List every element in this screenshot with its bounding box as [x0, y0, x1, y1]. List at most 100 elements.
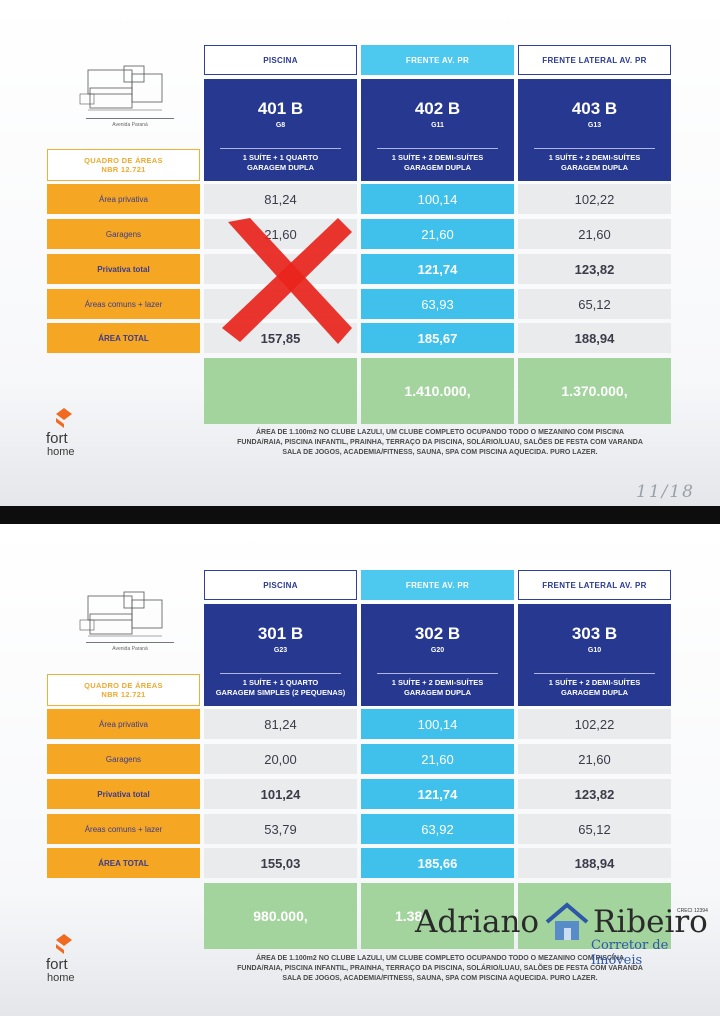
unit-name: 401 B: [257, 99, 304, 118]
column-header-frente: FRENTE AV. PR: [361, 570, 514, 600]
table-cell: 123,82: [518, 779, 671, 809]
table-cell: 121,74: [361, 254, 514, 284]
row-label-garagens: Garagens: [47, 744, 200, 774]
unit-garage: G20: [430, 647, 445, 654]
price-cell: [204, 358, 357, 424]
table-cell: 63,92: [361, 814, 514, 844]
table-cell: 21,60: [518, 744, 671, 774]
price-cell: 1.370.000,: [518, 358, 671, 424]
unit-description: 1 SUÍTE + 2 DEMI-SUÍTES GARAGEM DUPLA: [518, 678, 671, 698]
table-cell: 185,66: [361, 848, 514, 878]
realtor-watermark: Adriano Ribeiro Corretor de Imóveis CREC…: [415, 902, 715, 972]
brand-word-home: home: [47, 972, 75, 984]
table-cell: 81,24: [204, 709, 357, 739]
plan-caption: Avenida Paraná: [112, 122, 148, 128]
unit-card-301b: 301 B G23 1 SUÍTE + 1 QUARTO GARAGEM SIM…: [204, 604, 357, 706]
fort-logo-icon: [56, 934, 72, 954]
table-cell: 20,00: [204, 744, 357, 774]
brand-word-fort: fort: [46, 430, 68, 447]
handwritten-page-number: 11/18: [636, 482, 695, 502]
table-cell: 21,60: [518, 219, 671, 249]
brochure-page-2: Avenida Paraná PISCINA FRENTE AV. PR FRE…: [0, 524, 720, 1016]
table-cell: 63,93: [361, 289, 514, 319]
brand-word-home: home: [47, 446, 75, 458]
unit-garage: G13: [587, 122, 602, 129]
unit-garage: G8: [275, 122, 286, 129]
table-cell: 65,12: [518, 289, 671, 319]
column-header-frente-lateral: FRENTE LATERAL AV. PR: [518, 45, 671, 75]
unit-desc-line-1: 1 SUÍTE + 2 DEMI-SUÍTES: [548, 678, 641, 687]
areas-table-title-line-1: QUADRO DE ÁREAS: [84, 681, 163, 690]
unit-description: 1 SUÍTE + 2 DEMI-SUÍTES GARAGEM DUPLA: [518, 153, 671, 173]
table-cell: 100,14: [361, 709, 514, 739]
unit-desc-line-2: GARAGEM DUPLA: [403, 163, 472, 172]
table-cell: 123,82: [518, 254, 671, 284]
table-cell: 185,67: [361, 323, 514, 353]
unit-desc-line-1: 1 SUÍTE + 2 DEMI-SUÍTES: [391, 678, 484, 687]
amenities-line: ÁREA DE 1.100m2 NO CLUBE LAZULI, UM CLUB…: [255, 955, 625, 962]
unit-desc-line-2: GARAGEM DUPLA: [560, 163, 629, 172]
unit-name: 403 B: [571, 99, 618, 118]
amenities-line: FUNDA/RAIA, PISCINA INFANTIL, PRAINHA, T…: [237, 439, 643, 446]
unit-card-302b: 302 B G20 1 SUÍTE + 2 DEMI-SUÍTES GARAGE…: [361, 604, 514, 706]
unit-description: 1 SUÍTE + 1 QUARTO GARAGEM DUPLA: [204, 153, 357, 173]
table-cell: 101,24: [204, 779, 357, 809]
unit-desc-line-2: GARAGEM DUPLA: [246, 163, 315, 172]
unit-desc-line-2: GARAGEM SIMPLES (2 PEQUENAS): [215, 688, 346, 697]
table-cell: 188,94: [518, 323, 671, 353]
unit-card-403b: 403 B G13 1 SUÍTE + 2 DEMI-SUÍTES GARAGE…: [518, 79, 671, 181]
column-header-piscina: PISCINA: [204, 45, 357, 75]
row-label-area-privativa: Área privativa: [47, 709, 200, 739]
watermark-subtitle: Corretor de Imóveis: [591, 938, 669, 968]
table-cell: 188,94: [518, 848, 671, 878]
unit-name: 303 B: [571, 624, 618, 643]
fort-home-logo: fort home: [46, 932, 86, 984]
areas-table-title-line-2: NBR 12.721: [101, 165, 146, 174]
table-cell: 53,79: [204, 814, 357, 844]
unit-garage: G11: [431, 122, 444, 129]
unit-description: 1 SUÍTE + 2 DEMI-SUÍTES GARAGEM DUPLA: [361, 153, 514, 173]
table-cell: 81,24: [204, 184, 357, 214]
unit-desc-line-1: 1 SUÍTE + 2 DEMI-SUÍTES: [391, 153, 484, 162]
table-cell: 21,60: [361, 219, 514, 249]
unit-desc-line-1: 1 SUÍTE + 1 QUARTO: [242, 153, 319, 162]
price-cell: [518, 883, 671, 949]
table-cell: 102,22: [518, 709, 671, 739]
amenities-line: FUNDA/RAIA, PISCINA INFANTIL, PRAINHA, T…: [237, 965, 643, 972]
unit-desc-line-1: 1 SUÍTE + 2 DEMI-SUÍTES: [548, 153, 641, 162]
plan-divider: [86, 118, 174, 119]
unit-rule: [377, 148, 498, 149]
areas-table-title-line-1: QUADRO DE ÁREAS: [84, 156, 163, 165]
fort-home-logo: fort home: [46, 406, 86, 458]
unit-rule: [534, 673, 655, 674]
watermark-creci: CRECI 12394: [677, 908, 708, 914]
row-label-privativa-total: Privativa total: [47, 779, 200, 809]
unit-name: 301 B: [257, 624, 304, 643]
row-label-area-total: ÁREA TOTAL: [47, 848, 200, 878]
watermark-name-right: Ribeiro: [593, 904, 708, 940]
unit-description: 1 SUÍTE + 2 DEMI-SUÍTES GARAGEM DUPLA: [361, 678, 514, 698]
row-label-garagens: Garagens: [47, 219, 200, 249]
price-cell: 1.38: [361, 883, 514, 949]
floor-plan-thumbnail: [79, 65, 163, 111]
unit-rule: [220, 148, 341, 149]
areas-table-title: QUADRO DE ÁREAS NBR 12.721: [47, 149, 200, 181]
row-label-area-total: ÁREA TOTAL: [47, 323, 200, 353]
price-cell: 980.000,: [204, 883, 357, 949]
unit-desc-line-1: 1 SUÍTE + 1 QUARTO: [242, 678, 319, 687]
unit-description: 1 SUÍTE + 1 QUARTO GARAGEM SIMPLES (2 PE…: [204, 678, 357, 698]
amenities-note: ÁREA DE 1.100m2 NO CLUBE LAZULI, UM CLUB…: [200, 428, 680, 458]
unit-rule: [534, 148, 655, 149]
unit-rule: [377, 673, 498, 674]
fort-logo-icon: [56, 408, 72, 428]
plan-divider: [86, 642, 174, 643]
unit-name: 402 B: [414, 99, 461, 118]
floor-plan-thumbnail: [79, 591, 163, 637]
page-divider: [0, 506, 720, 524]
table-cell: 102,22: [518, 184, 671, 214]
table-cell: 121,74: [361, 779, 514, 809]
table-cell: 100,14: [361, 184, 514, 214]
watermark-name-left: Adriano: [415, 904, 540, 940]
red-cross-mark: [222, 218, 352, 344]
unit-desc-line-2: GARAGEM DUPLA: [560, 688, 629, 697]
